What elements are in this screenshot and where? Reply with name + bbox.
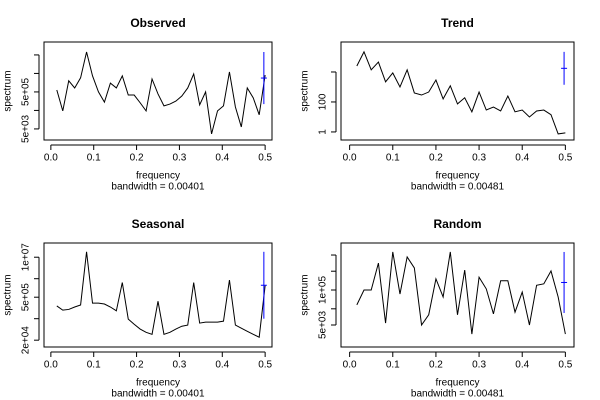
x-tick-label: 0.4	[515, 360, 529, 371]
plot-box	[43, 41, 273, 141]
y-tick-label: 2e+04	[21, 326, 32, 355]
x-tick-label: 0.0	[44, 360, 58, 371]
x-tick-label: 0.5	[258, 360, 272, 371]
y-tick-label: 5e+05	[21, 283, 32, 312]
spectrum-line	[356, 251, 566, 335]
x-tick-label: 0.1	[87, 153, 101, 164]
y-tick-label: 1	[318, 129, 329, 135]
bandwidth-label: bandwidth = 0.00401	[111, 389, 205, 400]
plot-box	[43, 242, 273, 348]
panel-title: Observed	[130, 16, 185, 30]
x-tick-label: 0.1	[87, 360, 101, 371]
y-tick-label: 5e+05	[21, 77, 32, 106]
panel-title: Seasonal	[132, 217, 185, 231]
x-tick-label: 0.5	[558, 360, 572, 371]
y-tick-label: 100	[318, 93, 329, 110]
x-tick-label: 0.2	[130, 360, 144, 371]
x-tick-label: 0.3	[172, 360, 186, 371]
spectrum-line	[56, 251, 266, 338]
x-tick-label: 0.0	[343, 153, 357, 164]
x-tick-label: 0.5	[258, 153, 272, 164]
plot-box	[340, 41, 575, 141]
spectrum-line	[356, 50, 566, 135]
bandwidth-label: bandwidth = 0.00481	[411, 182, 505, 193]
x-tick-label: 0.1	[386, 153, 400, 164]
x-axis-label: frequency	[136, 378, 180, 389]
x-tick-label: 0.4	[515, 153, 529, 164]
x-tick-label: 0.4	[215, 153, 229, 164]
x-tick-label: 0.3	[472, 153, 486, 164]
spectrum-line	[56, 51, 266, 135]
y-tick-label: 1e+07	[21, 243, 32, 272]
x-tick-label: 0.2	[130, 153, 144, 164]
plot-box	[340, 242, 575, 348]
x-tick-label: 0.3	[472, 360, 486, 371]
x-axis-label: frequency	[136, 171, 180, 182]
panel-title: Random	[434, 217, 482, 231]
bandwidth-label: bandwidth = 0.00401	[111, 182, 205, 193]
x-tick-label: 0.3	[172, 153, 186, 164]
y-axis-label: spectrum	[3, 274, 14, 315]
x-axis-label: frequency	[436, 378, 480, 389]
y-axis-label: spectrum	[300, 274, 311, 315]
bandwidth-label: bandwidth = 0.00481	[411, 389, 505, 400]
y-tick-label: 5e+03	[318, 311, 329, 340]
x-tick-label: 0.0	[44, 153, 58, 164]
y-tick-label: 1e+05	[318, 276, 329, 305]
y-axis-label: spectrum	[3, 70, 14, 111]
x-axis-label: frequency	[436, 171, 480, 182]
y-axis-label: spectrum	[300, 70, 311, 111]
panel-title: Trend	[441, 16, 474, 30]
x-tick-label: 0.2	[429, 360, 443, 371]
x-tick-label: 0.0	[343, 360, 357, 371]
x-tick-label: 0.4	[215, 360, 229, 371]
x-tick-label: 0.1	[386, 360, 400, 371]
y-tick-label: 5e+03	[21, 114, 32, 143]
x-tick-label: 0.5	[558, 153, 572, 164]
x-tick-label: 0.2	[429, 153, 443, 164]
